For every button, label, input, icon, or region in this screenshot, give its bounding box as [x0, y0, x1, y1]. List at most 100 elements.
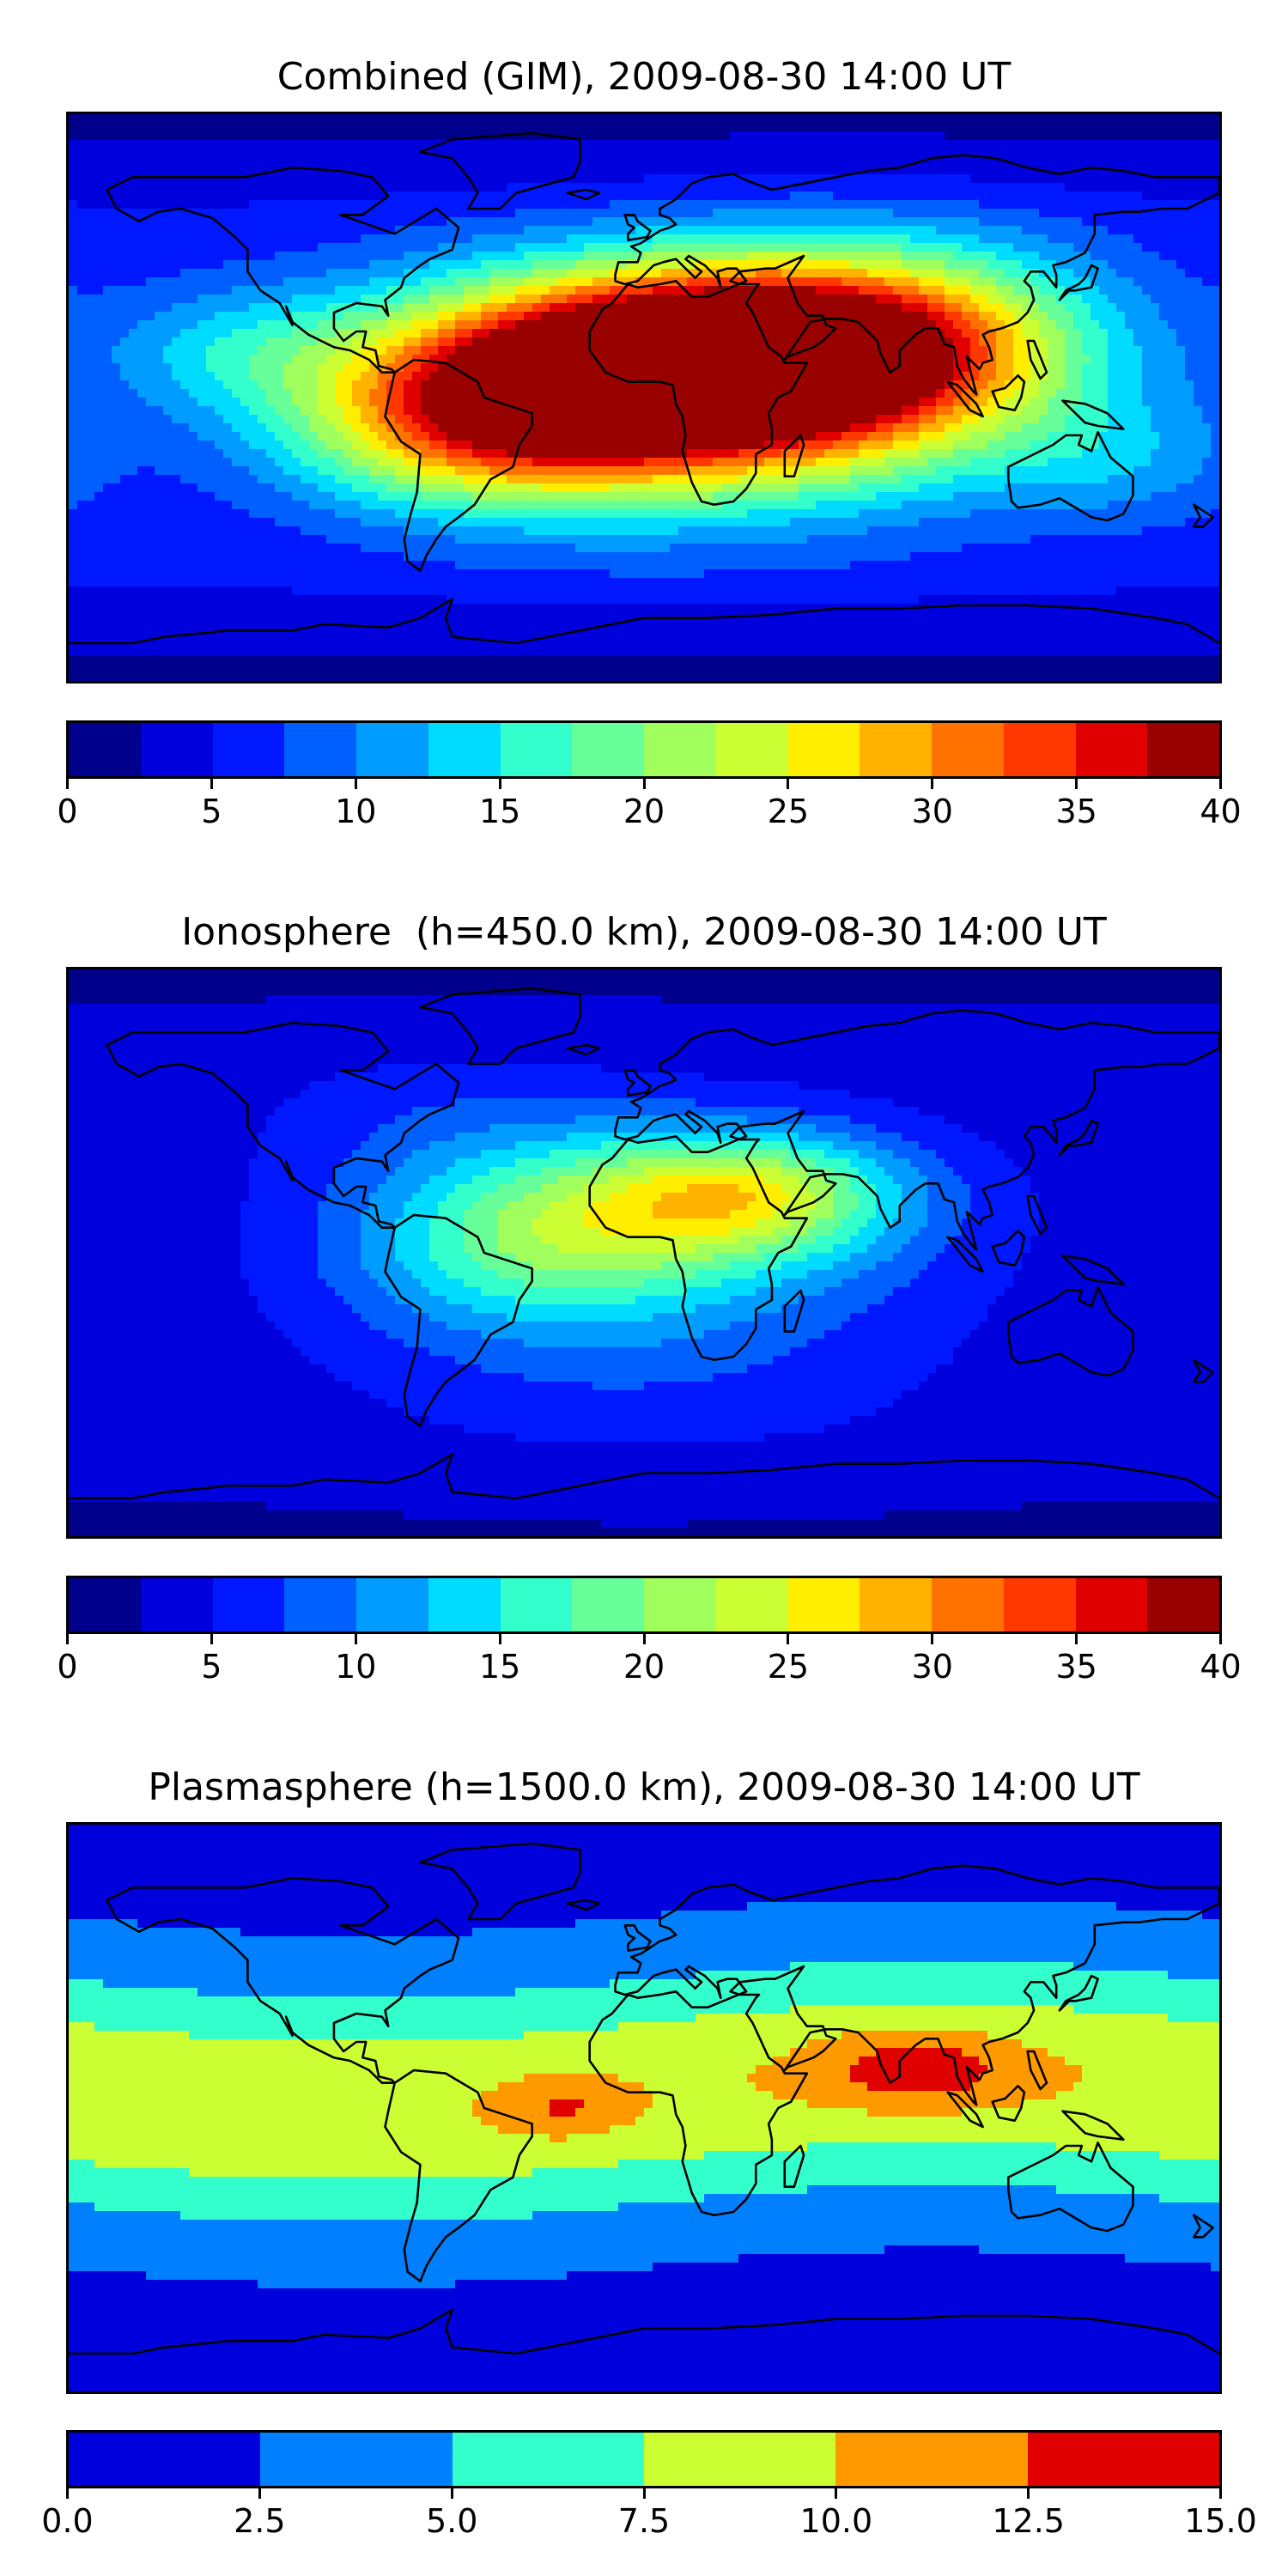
tec-cell: [687, 337, 696, 347]
tec-cell: [696, 423, 705, 433]
tec-cell: [1065, 131, 1074, 141]
tec-cell: [386, 166, 396, 175]
tec-cell: [876, 363, 885, 373]
tec-cell: [696, 303, 705, 313]
tec-cell: [696, 337, 705, 347]
tec-cell: [309, 166, 319, 175]
tec-cell: [352, 149, 361, 158]
tec-cell: [94, 312, 104, 321]
tec-cell: [1185, 286, 1194, 295]
tec-cell: [498, 140, 507, 149]
tec-cell: [824, 355, 834, 364]
tec-cell: [103, 243, 112, 252]
tec-cell: [687, 286, 696, 295]
tec-cell: [1030, 140, 1040, 149]
tec-cell: [1099, 191, 1109, 201]
tec-cell: [515, 372, 525, 381]
tec-cell: [721, 372, 731, 381]
tec-cell: [687, 123, 696, 132]
tec-cell: [945, 252, 954, 261]
tec-cell: [996, 252, 1005, 261]
tec-cell: [292, 277, 301, 287]
tec-cell: [970, 363, 980, 373]
tec-cell: [1039, 140, 1048, 149]
tec-cell: [301, 114, 310, 124]
tec-cell: [653, 200, 662, 210]
tec-cell: [1082, 355, 1091, 364]
tec-cell: [653, 243, 662, 252]
tec-cell: [816, 191, 825, 201]
tec-cell: [592, 295, 602, 304]
tec-cell: [1151, 252, 1160, 261]
tec-cell: [1048, 415, 1057, 424]
tec-cell: [524, 209, 533, 218]
tec-cell: [318, 217, 327, 227]
tec-cell: [1099, 183, 1109, 192]
tec-cell: [421, 217, 430, 227]
tec-cell: [902, 277, 911, 287]
tec-cell: [1116, 149, 1126, 158]
tec-cell: [232, 114, 241, 124]
tec-cell: [1176, 372, 1186, 381]
tec-cell: [833, 337, 842, 347]
tec-cell: [1108, 131, 1117, 141]
tec-cell: [481, 243, 490, 252]
tec-cell: [1159, 269, 1169, 278]
tec-cell: [232, 252, 241, 261]
tec-cell: [1176, 191, 1186, 201]
tec-cell: [996, 166, 1005, 175]
tec-cell: [730, 269, 739, 278]
tec-cell: [1159, 398, 1169, 407]
tec-cell: [412, 320, 422, 330]
tec-cell: [481, 174, 490, 184]
tec-cell: [180, 277, 190, 287]
tec-cell: [867, 140, 877, 149]
tec-cell: [653, 295, 662, 304]
tec-cell: [1159, 252, 1169, 261]
tec-cell: [558, 372, 568, 381]
tec-cell: [1013, 269, 1023, 278]
tec-cell: [979, 149, 988, 158]
tec-cell: [575, 380, 585, 390]
tec-cell: [738, 346, 748, 355]
tec-cell: [335, 432, 344, 441]
tec-cell: [146, 157, 155, 167]
tec-cell: [77, 217, 87, 227]
tec-cell: [1099, 372, 1109, 381]
tec-cell: [421, 398, 430, 407]
tec-cell: [378, 200, 387, 210]
tec-cell: [412, 114, 422, 124]
tec-cell: [335, 312, 344, 321]
tec-cell: [86, 406, 95, 416]
tec-cell: [472, 183, 482, 192]
tec-cell: [515, 346, 525, 355]
tec-cell: [232, 123, 241, 132]
tec-cell: [1159, 295, 1169, 304]
tec-cell: [395, 209, 404, 218]
tec-cell: [653, 337, 662, 347]
tec-cell: [936, 140, 945, 149]
tec-cell: [352, 140, 361, 149]
tec-cell: [850, 303, 860, 313]
tec-cell: [369, 131, 379, 141]
tec-cell: [352, 312, 361, 321]
tec-cell: [103, 295, 112, 304]
tec-cell: [987, 157, 997, 167]
tec-cell: [532, 312, 542, 321]
tec-cell: [249, 286, 258, 295]
tec-cell: [77, 123, 87, 132]
tec-cell: [601, 372, 611, 381]
tec-cell: [635, 209, 645, 218]
tec-cell: [369, 423, 379, 433]
tec-cell: [378, 389, 387, 398]
tec-cell: [258, 389, 267, 398]
tec-cell: [326, 234, 336, 244]
tec-cell: [447, 149, 456, 158]
tec-cell: [447, 303, 456, 313]
tec-cell: [1030, 149, 1040, 158]
tec-cell: [378, 131, 387, 141]
tec-cell: [910, 252, 920, 261]
tec-cell: [1073, 295, 1083, 304]
tec-cell: [103, 372, 112, 381]
tec-cell: [481, 337, 490, 347]
